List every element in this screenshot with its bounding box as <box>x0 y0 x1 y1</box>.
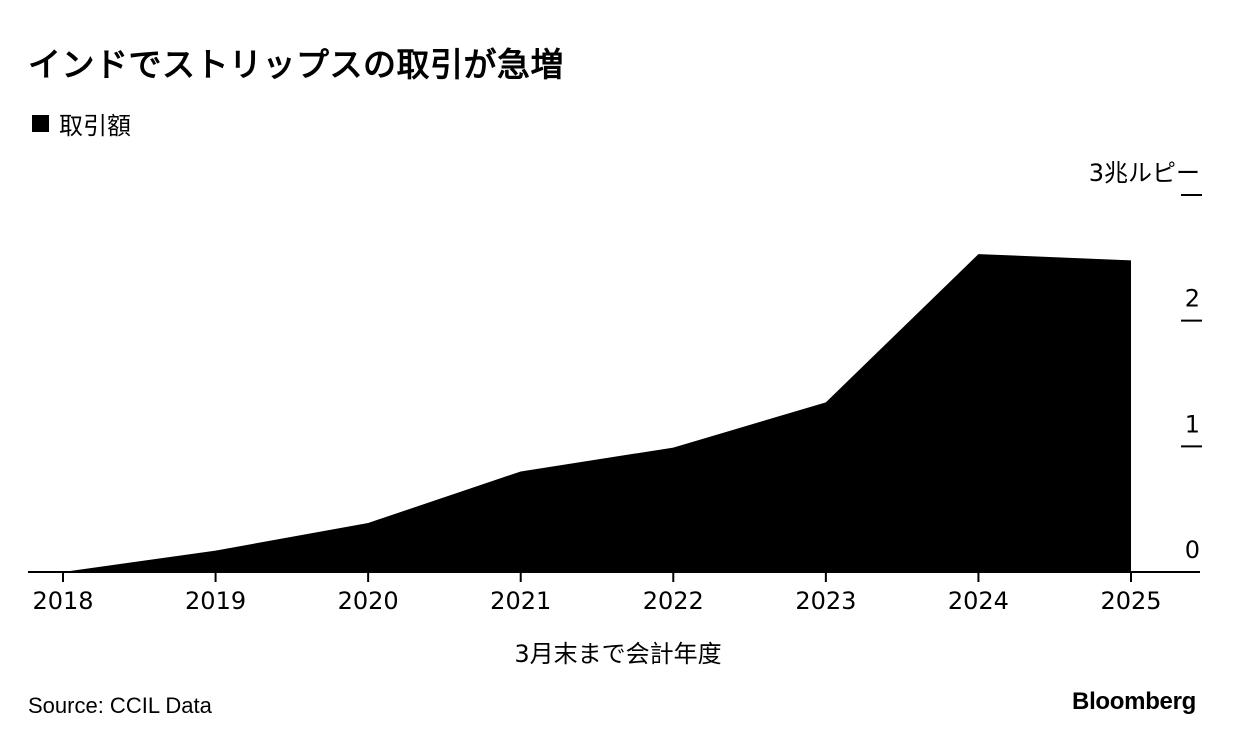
x-axis-label: 3月末まで会計年度 <box>514 640 722 668</box>
x-tick-label: 2019 <box>185 587 246 615</box>
x-tick-label: 2025 <box>1100 587 1161 615</box>
x-tick-label: 2020 <box>338 587 399 615</box>
series-area <box>63 254 1131 572</box>
y-tick-label: 1 <box>1185 410 1200 438</box>
x-tick-label: 2022 <box>643 587 704 615</box>
y-tick-label: 2 <box>1185 285 1200 313</box>
x-axis: 2018 2019 2020 2021 2022 2023 2024 2025 <box>28 571 1200 615</box>
x-tick-label: 2024 <box>948 587 1009 615</box>
legend-swatch <box>32 115 49 132</box>
brand-logo: Bloomberg <box>1072 688 1196 715</box>
y-tick-label: 3兆ルピー <box>1089 159 1200 187</box>
x-tick-label: 2018 <box>32 587 93 615</box>
y-axis: 0 1 2 3兆ルピー <box>1089 159 1202 564</box>
x-tick-label: 2021 <box>490 587 551 615</box>
chart-title: インドでストリップスの取引が急増 <box>28 45 564 84</box>
source-note: Source: CCIL Data <box>28 693 212 718</box>
x-tick-label: 2023 <box>795 587 856 615</box>
legend-label: 取引額 <box>59 112 131 140</box>
y-tick-label: 0 <box>1185 536 1200 564</box>
legend: 取引額 <box>32 106 131 141</box>
